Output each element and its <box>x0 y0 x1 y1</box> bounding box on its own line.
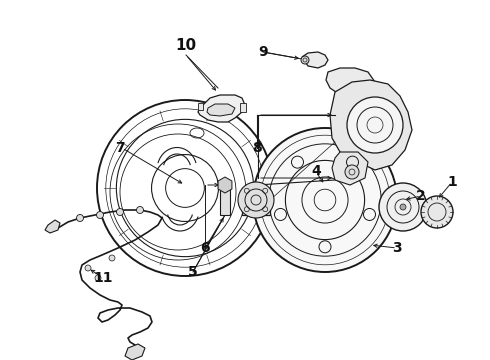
Polygon shape <box>330 80 412 170</box>
Circle shape <box>137 207 144 213</box>
Text: 4: 4 <box>311 164 321 178</box>
Circle shape <box>95 275 101 281</box>
Circle shape <box>97 211 103 219</box>
Circle shape <box>421 196 453 228</box>
Circle shape <box>85 265 91 271</box>
Text: 2: 2 <box>416 189 426 203</box>
Circle shape <box>301 56 309 64</box>
Circle shape <box>347 97 403 153</box>
Circle shape <box>76 215 83 221</box>
Circle shape <box>238 182 274 218</box>
Circle shape <box>400 204 406 210</box>
Text: 1: 1 <box>447 175 457 189</box>
Polygon shape <box>198 95 245 122</box>
Text: 8: 8 <box>252 141 262 155</box>
Text: 7: 7 <box>115 141 125 155</box>
Polygon shape <box>326 68 375 98</box>
Polygon shape <box>45 220 60 233</box>
Text: 9: 9 <box>258 45 268 59</box>
Polygon shape <box>207 104 235 116</box>
Circle shape <box>345 165 359 179</box>
Circle shape <box>109 255 115 261</box>
Polygon shape <box>198 103 203 110</box>
Polygon shape <box>125 344 145 360</box>
Polygon shape <box>332 152 368 185</box>
Text: 10: 10 <box>175 37 196 53</box>
Polygon shape <box>240 103 246 112</box>
Polygon shape <box>302 52 328 68</box>
Text: 11: 11 <box>93 271 113 285</box>
Circle shape <box>117 208 123 216</box>
Text: 3: 3 <box>392 241 402 255</box>
Text: 6: 6 <box>200 241 210 255</box>
Polygon shape <box>220 185 230 215</box>
Text: 5: 5 <box>188 265 198 279</box>
Circle shape <box>379 183 427 231</box>
Polygon shape <box>242 188 270 215</box>
Polygon shape <box>218 177 232 193</box>
Circle shape <box>253 128 397 272</box>
